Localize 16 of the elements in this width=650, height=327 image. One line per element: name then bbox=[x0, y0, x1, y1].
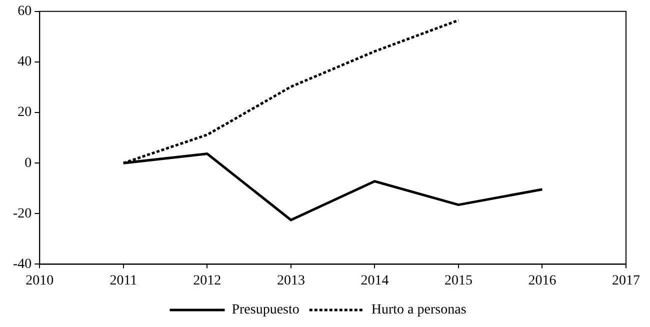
y-tick-label: -20 bbox=[12, 206, 32, 222]
x-tick-label: 2016 bbox=[528, 273, 556, 288]
y-tick-label: 0 bbox=[24, 156, 32, 171]
x-tick-label: 2017 bbox=[612, 273, 640, 288]
x-tick-label: 2014 bbox=[360, 273, 389, 288]
y-tick-label: -40 bbox=[12, 256, 32, 272]
legend-label: Presupuesto bbox=[232, 302, 300, 318]
y-tick-label: 60 bbox=[18, 4, 32, 20]
x-tick-label: 2012 bbox=[193, 273, 222, 288]
x-tick-label: 2015 bbox=[444, 273, 472, 288]
x-tick-label: 2013 bbox=[276, 273, 305, 288]
y-tick-label: 20 bbox=[18, 105, 32, 120]
y-tick-label: 40 bbox=[18, 54, 32, 70]
legend-label: Hurto a personas bbox=[371, 302, 466, 318]
x-tick-label: 2010 bbox=[26, 273, 54, 288]
x-tick-label: 2011 bbox=[110, 273, 138, 288]
